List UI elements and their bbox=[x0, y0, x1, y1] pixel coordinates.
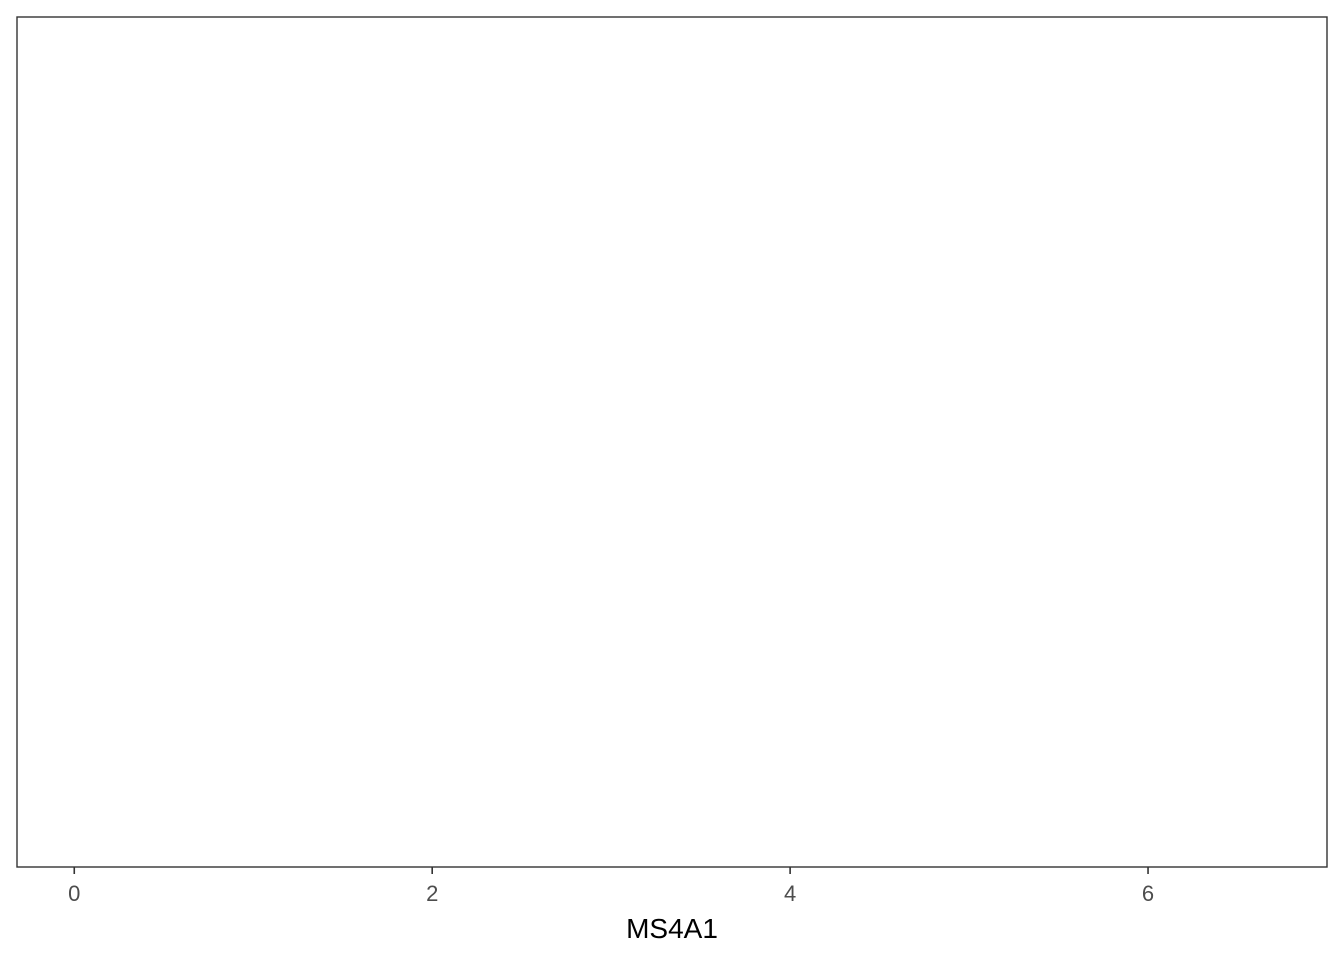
x-axis-title: MS4A1 bbox=[626, 913, 718, 944]
plot-panel bbox=[16, 16, 1328, 868]
x-tick-label: 6 bbox=[1142, 881, 1154, 906]
x-tick-label: 4 bbox=[784, 881, 796, 906]
x-axis: 0 2 4 6 bbox=[68, 867, 1154, 906]
x-tick-label: 2 bbox=[426, 881, 438, 906]
x-tick-label: 0 bbox=[68, 881, 80, 906]
